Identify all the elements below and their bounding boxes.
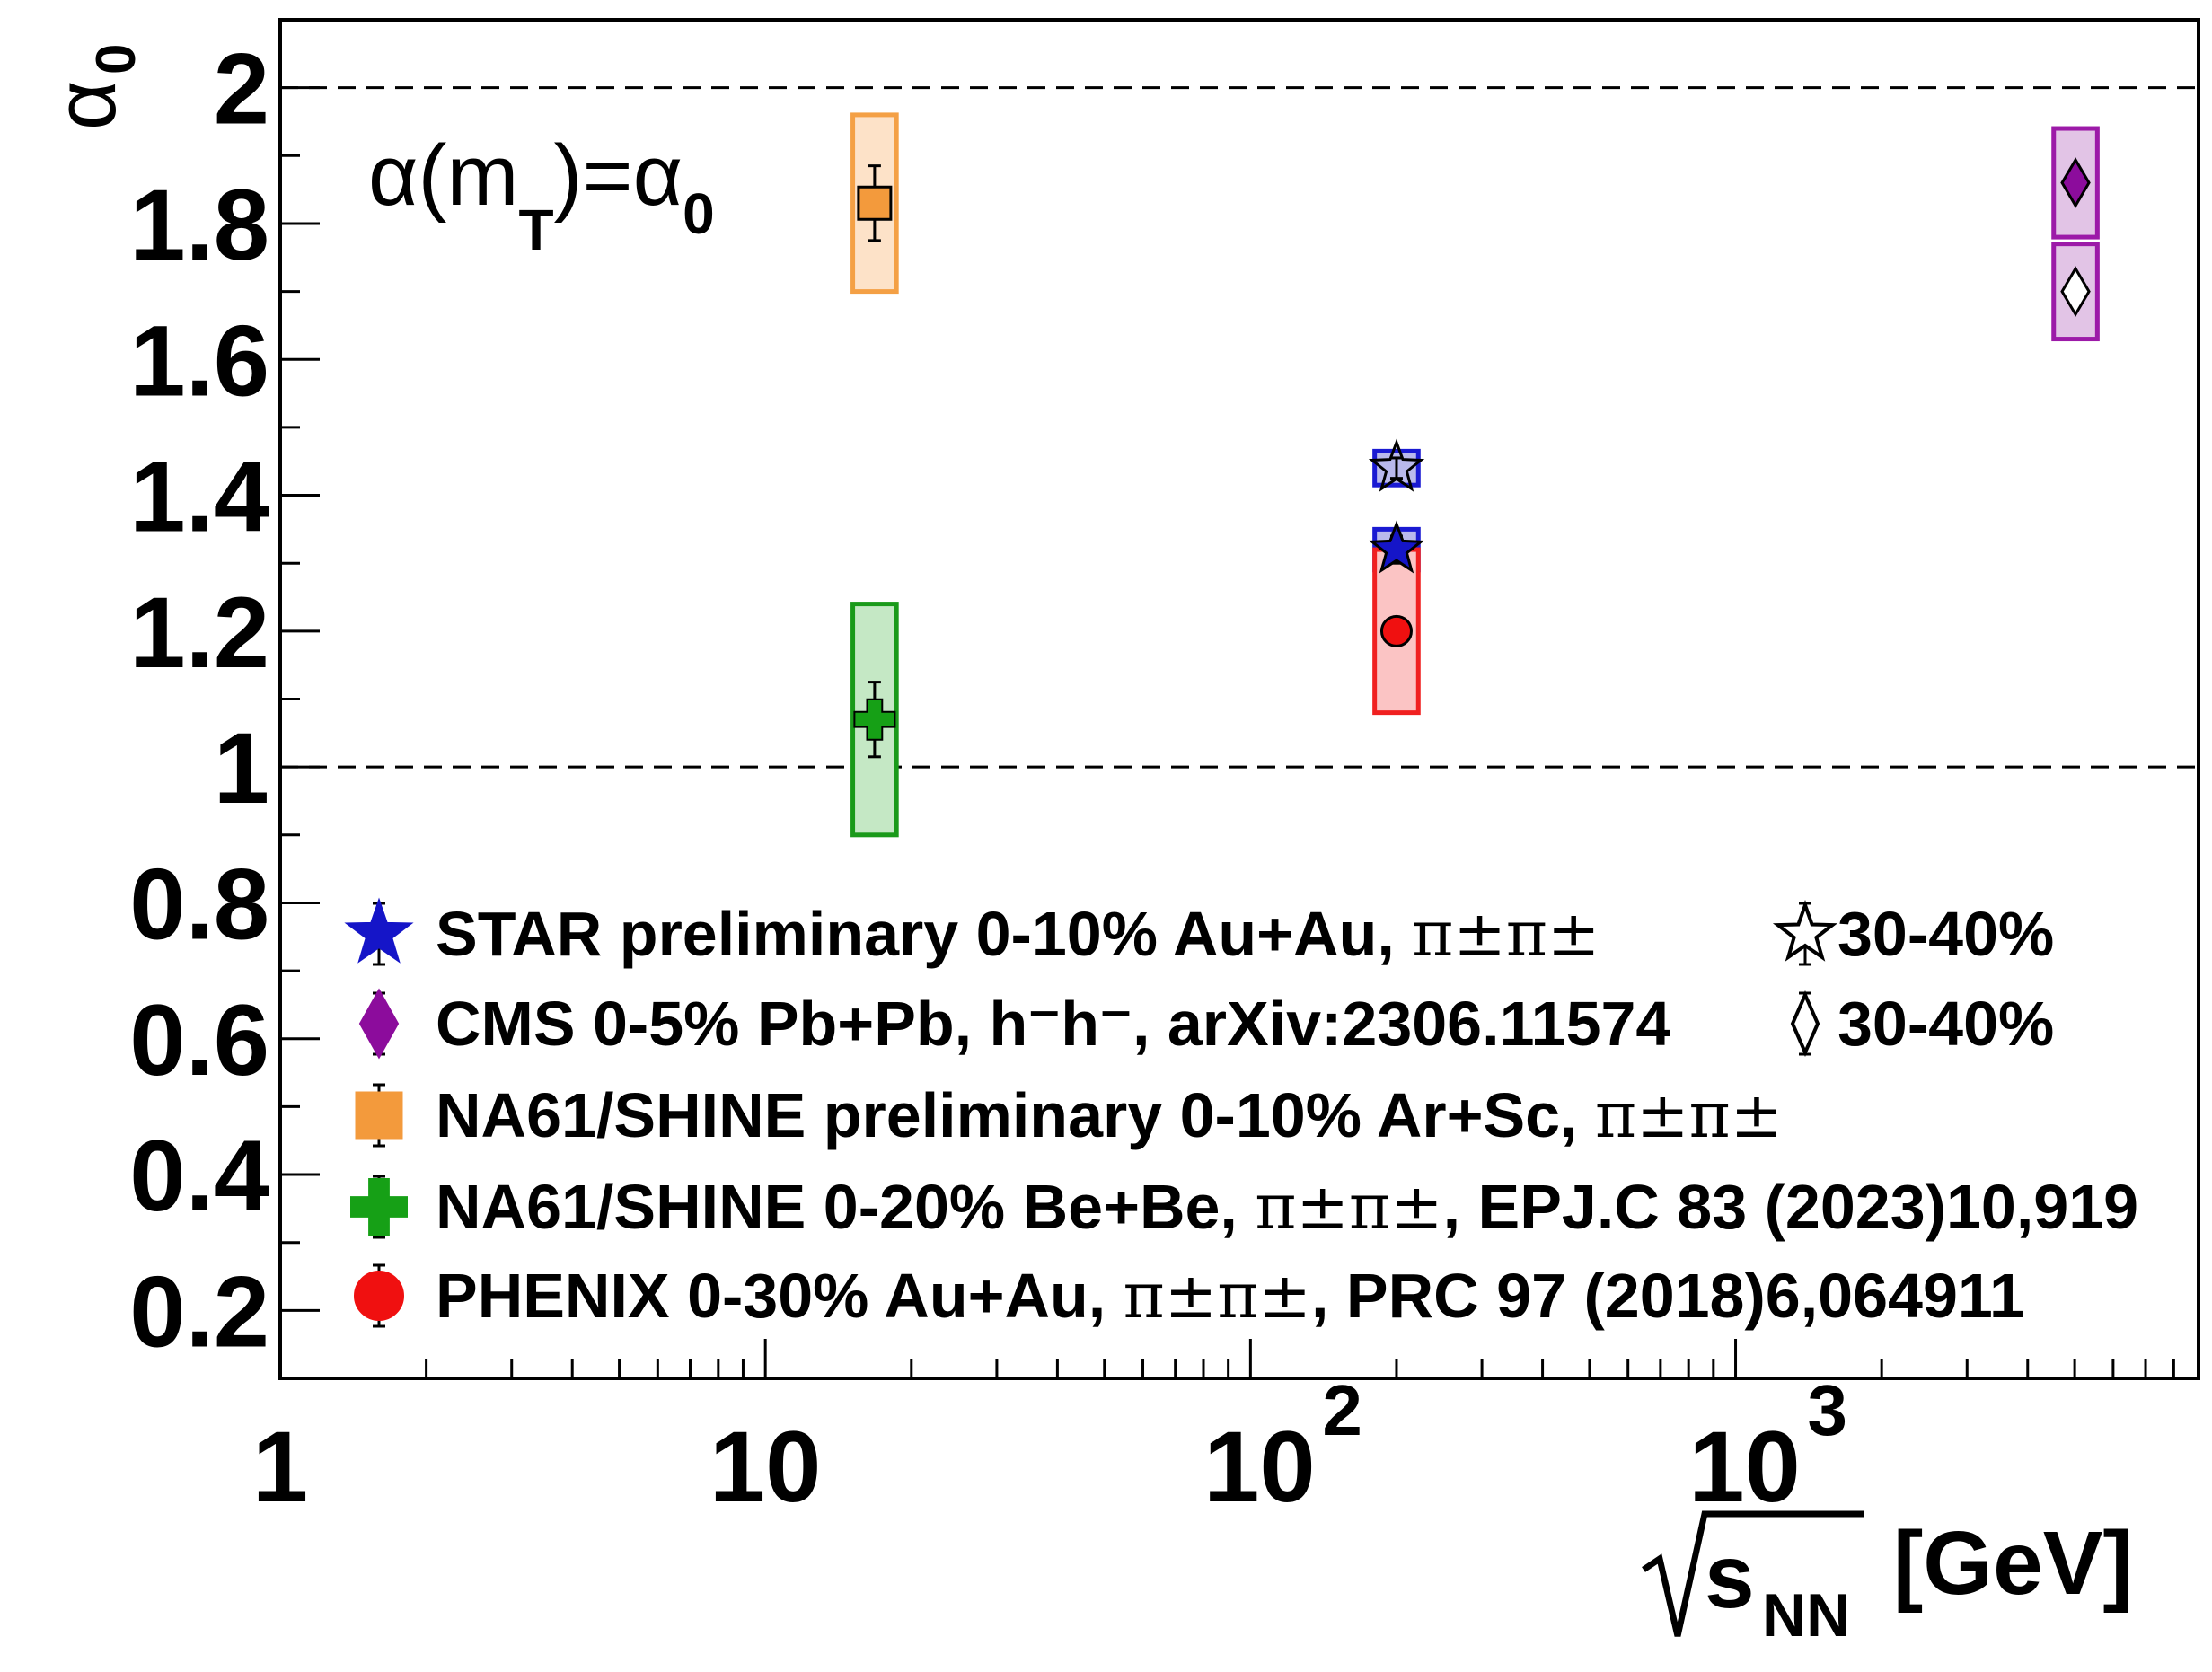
x-tick-label-base: 10 — [1688, 1411, 1801, 1523]
axis-ticks — [278, 86, 2200, 1380]
y-tick-label: 0.8 — [129, 848, 269, 960]
x-tick-label-base: 10 — [709, 1411, 822, 1523]
legend-side-marker — [1790, 990, 1820, 1057]
legend-label: NA61/SHINE preliminary 0-10% Ar+Sc, π±π± — [436, 1078, 1783, 1152]
legend-marker — [354, 1271, 404, 1321]
x-tick-label: 10 — [709, 1411, 822, 1523]
legend-label: PHENIX 0-30% Au+Au, π±π±, PRC 97 (2018)6… — [436, 1259, 2024, 1333]
point-phenix — [1379, 614, 1413, 647]
y-tick-label: 1.2 — [129, 576, 269, 689]
legend-entry: NA61/SHINE 0-20% Be+Be, π±π±, EPJ.C 83 (… — [350, 1170, 2138, 1244]
point-star_30_40 — [1368, 438, 1425, 492]
svg-text:α(mT)=α0: α(mT)=α0 — [368, 128, 715, 262]
x-tick-label: 102 — [1203, 1370, 1362, 1523]
y-tick-label: 0.6 — [129, 984, 269, 1096]
legend-entry: NA61/SHINE preliminary 0-10% Ar+Sc, π±π± — [355, 1078, 1783, 1152]
x-tick-label: 1 — [252, 1411, 308, 1523]
x-axis-title: s NN [GeV] — [1642, 1510, 2133, 1650]
reference-lines — [280, 86, 2199, 769]
legend-marker — [350, 1178, 408, 1236]
y-axis-title: α 0 — [38, 44, 147, 130]
legend: STAR preliminary 0-10% Au+Au, π±π± 30-40%… — [344, 897, 2138, 1333]
x-tick-label-exp: 3 — [1808, 1370, 1848, 1450]
data-points — [853, 157, 2091, 759]
y-tick-label: 1 — [214, 712, 269, 824]
x-axis-title-unit: [GeV] — [1893, 1513, 2133, 1614]
annotation-main: α(m — [368, 128, 518, 224]
y-tick-label: 1.8 — [129, 169, 269, 281]
legend-label: NA61/SHINE 0-20% Be+Be, π±π±, EPJ.C 83 (… — [436, 1170, 2138, 1244]
y-axis-title-main: α — [38, 81, 134, 131]
systematic-boxes — [850, 112, 2100, 838]
y-tick-label: 1.6 — [129, 304, 269, 417]
x-axis-title-sub: NN — [1762, 1581, 1850, 1650]
y-tick-label: 2 — [214, 33, 269, 145]
point-na61_arsc — [857, 185, 893, 221]
point-star_0_10 — [1368, 520, 1425, 574]
legend-entry: STAR preliminary 0-10% Au+Au, π±π± 30-40% — [344, 897, 2054, 971]
legend-side-label: 30-40% — [1837, 989, 2054, 1059]
annotation-sub: T — [518, 198, 553, 262]
y-axis-title-sub: 0 — [85, 44, 147, 75]
legend-label: STAR preliminary 0-10% Au+Au, π±π± — [436, 897, 1600, 971]
legend-entry: CMS 0-5% Pb+Pb, h⁻h⁻, arXiv:2306.11574 30… — [358, 988, 2054, 1060]
annotation-sub2: 0 — [683, 181, 715, 246]
y-tick-label: 0.4 — [129, 1120, 269, 1232]
x-tick-label-base: 10 — [1203, 1411, 1316, 1523]
legend-marker — [358, 988, 400, 1060]
annotation-formula: α(mT)=α0 — [368, 128, 715, 262]
sqrt-symbol — [1642, 1510, 1864, 1637]
y-tick-labels: 0.2 0.4 0.6 0.8 1 1.2 1.4 1.6 1.8 2 — [129, 33, 269, 1368]
legend-label: CMS 0-5% Pb+Pb, h⁻h⁻, arXiv:2306.11574 — [436, 989, 1670, 1059]
x-axis-title-s: s — [1705, 1527, 1755, 1627]
legend-marker — [344, 897, 414, 964]
x-tick-label-exp: 2 — [1322, 1370, 1362, 1450]
x-tick-label-base: 1 — [252, 1411, 308, 1523]
y-tick-label: 1.4 — [129, 441, 269, 553]
y-tick-label: 0.2 — [129, 1255, 269, 1368]
annotation-rest: )=α — [554, 128, 683, 224]
legend-entry: PHENIX 0-30% Au+Au, π±π±, PRC 97 (2018)6… — [354, 1259, 2024, 1333]
legend-side-label: 30-40% — [1837, 899, 2054, 969]
point-na61_bebe — [853, 698, 896, 741]
point-cms_30_40 — [2060, 266, 2091, 318]
point-cms_0_5 — [2060, 157, 2091, 209]
legend-side-marker — [1772, 899, 1838, 962]
legend-marker — [355, 1091, 403, 1140]
x-tick-label: 103 — [1688, 1370, 1847, 1523]
